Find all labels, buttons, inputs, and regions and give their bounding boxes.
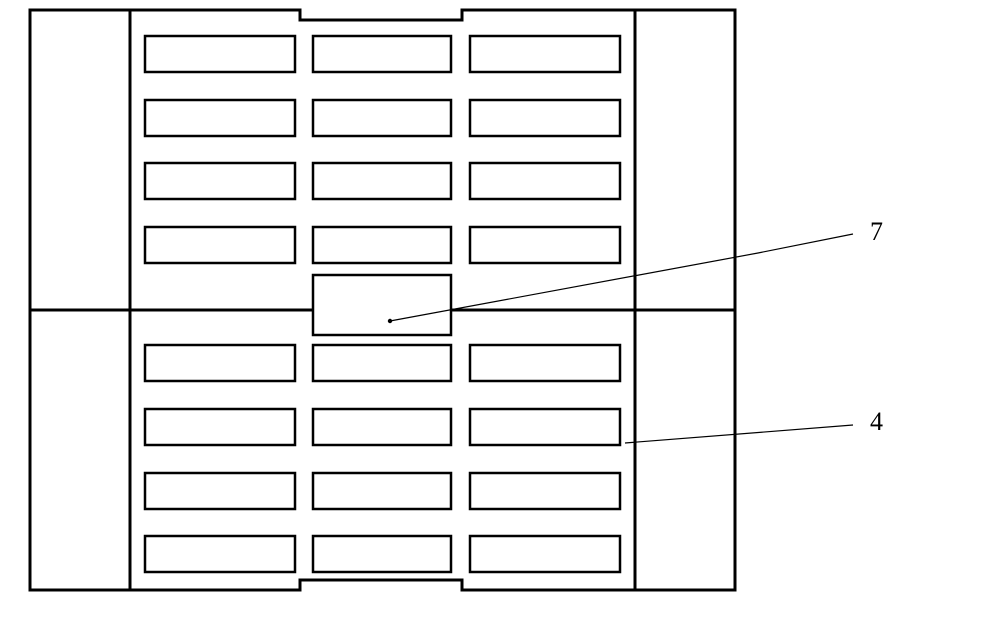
leader-endpoint [388,319,392,323]
slot [145,163,295,199]
slot [313,536,451,572]
slot [313,36,451,72]
leader-line [390,234,853,321]
slot [313,473,451,509]
slot [313,345,451,381]
slot [313,409,451,445]
slot [145,227,295,263]
slot [470,227,620,263]
technical-drawing-svg [0,0,1000,630]
slot [313,163,451,199]
slot [470,100,620,136]
slot [313,100,451,136]
slot [470,409,620,445]
leader-line [625,425,853,443]
slot [145,409,295,445]
slot [313,227,451,263]
slot [470,473,620,509]
slot [145,536,295,572]
callout-label-4: 4 [870,407,883,437]
slot [470,163,620,199]
slot [470,536,620,572]
slot [470,345,620,381]
slot [470,36,620,72]
slot [145,473,295,509]
center-box [313,275,451,335]
slot [145,345,295,381]
slot [145,36,295,72]
slot [145,100,295,136]
diagram-canvas: 7 4 [0,0,1000,630]
callout-label-7: 7 [870,217,883,247]
